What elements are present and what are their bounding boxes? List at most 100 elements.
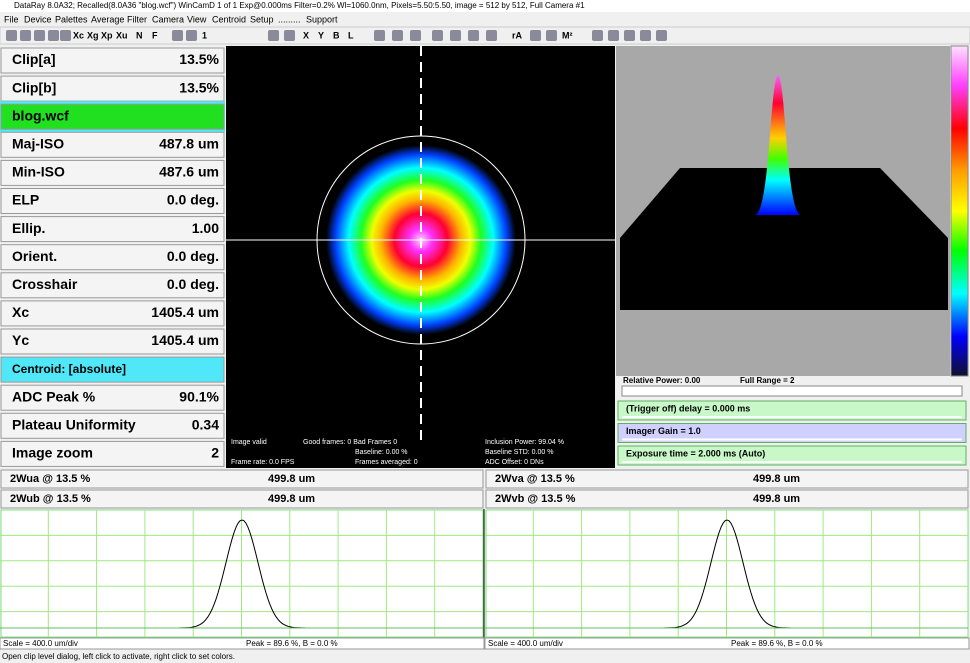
result-label: Ellip. (12, 220, 45, 236)
menu-item[interactable]: Device (24, 14, 52, 24)
result-label: ELP (12, 192, 39, 208)
tool-icon[interactable] (432, 30, 443, 41)
tool-button[interactable]: Y (318, 30, 324, 40)
tool-icon[interactable] (468, 30, 479, 41)
result-label: Maj-ISO (12, 136, 64, 152)
plateau-side (620, 238, 948, 310)
result-value: 13.5% (179, 51, 219, 67)
tool-button[interactable]: M² (562, 30, 573, 40)
result-label: Plateau Uniformity (12, 417, 136, 433)
plot-peak: Peak = 89.6 %, B = 0.0 % (246, 639, 338, 648)
tool-icon[interactable] (656, 30, 667, 41)
result-value: 90.1% (179, 388, 219, 404)
result-value: 0.0 deg. (167, 248, 219, 264)
color-bar (951, 46, 968, 376)
control-label: Imager Gain = 1.0 (626, 426, 701, 436)
tool-icon[interactable] (20, 30, 31, 41)
tool-icon[interactable] (530, 30, 541, 41)
tool-button[interactable]: Xu (116, 30, 128, 40)
tool-icon[interactable] (172, 30, 183, 41)
menu-item[interactable]: Filter (127, 14, 147, 24)
menu-item[interactable]: ......... (278, 14, 301, 24)
tool-icon[interactable] (410, 30, 421, 41)
result-value: 0.0 deg. (167, 192, 219, 208)
result-value: 0.34 (192, 417, 219, 433)
menu-item[interactable]: Support (306, 14, 338, 24)
slider-track (622, 461, 962, 463)
image-stat: ADC Offset: 0 DNs (485, 459, 544, 466)
profile-value: 499.8 um (268, 493, 315, 505)
tool-icon[interactable] (186, 30, 197, 41)
result-value: 1405.4 um (151, 304, 219, 320)
power-info: Full Range = 2 (740, 376, 795, 385)
image-stat: Frame rate: 0.0 FPS (231, 459, 295, 466)
menu-item[interactable]: Setup (250, 14, 274, 24)
control-label: Exposure time = 2.000 ms (Auto) (626, 448, 765, 458)
menu-item[interactable]: View (187, 14, 207, 24)
profile-label: 2Wua @ 13.5 % (10, 473, 90, 485)
image-stat: Good frames: 0 Bad Frames 0 (303, 439, 397, 446)
menu-item[interactable]: File (4, 14, 19, 24)
result-value: 487.8 um (159, 136, 219, 152)
menu-item[interactable]: Average (91, 14, 124, 24)
tool-button[interactable]: B (333, 30, 340, 40)
plot-scale: Scale = 400.0 um/div (3, 639, 78, 648)
tool-button[interactable]: F (152, 30, 158, 40)
result-label: Min-ISO (12, 164, 65, 180)
tool-button[interactable]: 1 (202, 30, 207, 40)
image-stat: Image valid (231, 439, 267, 446)
tool-icon[interactable] (48, 30, 59, 41)
power-info: Relative Power: 0.00 (623, 376, 701, 385)
tool-icon[interactable] (450, 30, 461, 41)
result-label: Xc (12, 304, 29, 320)
tool-icon[interactable] (268, 30, 279, 41)
image-stat: Baseline STD: 0.00 % (485, 449, 553, 456)
plot-peak: Peak = 89.6 %, B = 0.0 % (731, 639, 823, 648)
menu-item[interactable]: Camera (152, 14, 184, 24)
tool-icon[interactable] (60, 30, 71, 41)
result-label: Clip[a] (12, 51, 56, 67)
result-label: Clip[b] (12, 79, 56, 95)
tool-icon[interactable] (284, 30, 295, 41)
profile-label: 2Wvb @ 13.5 % (495, 493, 576, 505)
result-value: 487.6 um (159, 164, 219, 180)
tool-icon[interactable] (392, 30, 403, 41)
tool-icon[interactable] (486, 30, 497, 41)
tool-icon[interactable] (608, 30, 619, 41)
tool-button[interactable]: N (136, 30, 143, 40)
slider-track (622, 416, 962, 418)
power-bar (622, 386, 962, 396)
tool-button[interactable]: Xg (87, 30, 99, 40)
tool-button[interactable]: X (303, 30, 309, 40)
tool-icon[interactable] (6, 30, 17, 41)
image-stat: Inclusion Power: 99.04 % (485, 439, 564, 446)
result-label: blog.wcf (12, 107, 69, 123)
result-value: 1405.4 um (151, 332, 219, 348)
control-label: (Trigger off) delay = 0.000 ms (626, 403, 750, 413)
tool-icon[interactable] (592, 30, 603, 41)
tool-button[interactable]: Xc (73, 30, 84, 40)
result-value: 2 (211, 445, 219, 461)
menu-item[interactable]: Centroid (212, 14, 246, 24)
profile-label: 2Wva @ 13.5 % (495, 473, 575, 485)
tool-icon[interactable] (624, 30, 635, 41)
profile-value: 499.8 um (753, 473, 800, 485)
tool-button[interactable]: Xp (101, 30, 113, 40)
tool-button[interactable]: L (348, 30, 354, 40)
tool-icon[interactable] (34, 30, 45, 41)
result-label: ADC Peak % (12, 388, 96, 404)
title: DataRay 8.0A32; Recalled(8.0A36 "blog.wc… (14, 1, 585, 10)
status-bar: Open clip level dialog, left click to ac… (2, 652, 235, 661)
tool-button[interactable]: rA (512, 30, 523, 40)
tool-icon[interactable] (374, 30, 385, 41)
toolbar (0, 27, 970, 44)
image-stat: Baseline: 0.00 % (355, 449, 408, 456)
image-stat: Frames averaged: 0 (355, 459, 418, 466)
menu-item[interactable]: Palettes (55, 14, 88, 24)
tool-icon[interactable] (546, 30, 557, 41)
tool-icon[interactable] (640, 30, 651, 41)
result-value: 0.0 deg. (167, 276, 219, 292)
result-label: Image zoom (12, 445, 93, 461)
result-value: 13.5% (179, 79, 219, 95)
